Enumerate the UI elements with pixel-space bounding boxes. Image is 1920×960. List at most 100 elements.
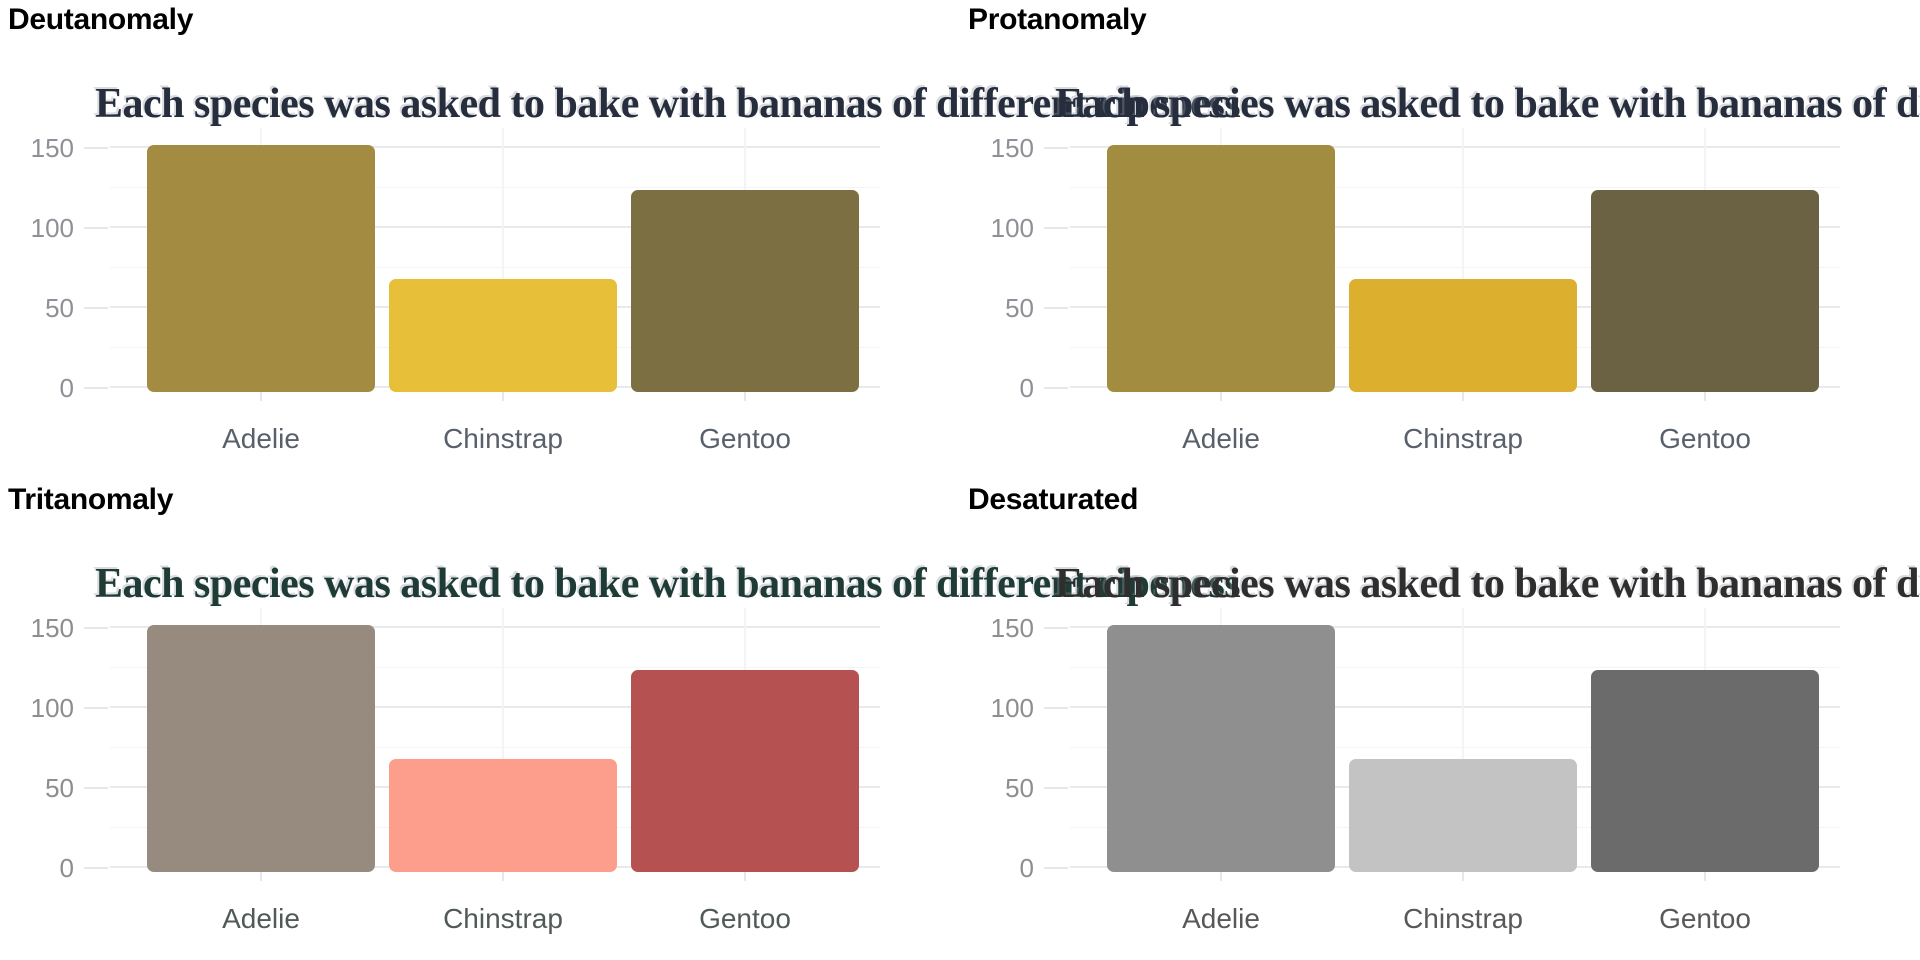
bar-chinstrap [389,279,617,392]
y-gridline-major [1070,626,1840,628]
y-gridline-major [1070,706,1840,708]
bar-gentoo [631,189,859,392]
panel-title: Deutanomaly [8,3,194,36]
cvd-panel-deutanomaly: Deutanomaly Each species was asked to ba… [0,0,1241,480]
y-gridline-major [110,626,880,628]
y-gridline-minor [1070,186,1840,188]
x-axis-category-label: Adelie [222,903,300,934]
bar-adelie [1107,624,1335,872]
bar-gentoo [1591,669,1819,872]
y-gridline-minor [1070,266,1840,268]
panel-title: Tritanomaly [8,483,174,516]
chart-title: Each species was asked to bake with bana… [95,81,1241,127]
x-axis-tick-mark [744,392,746,401]
panel-title: Desaturated [968,483,1139,516]
x-gridline-major [502,128,504,392]
x-axis-category-label: Gentoo [1659,423,1751,454]
chart-title: Each species was asked to bake with bana… [95,561,1241,607]
x-axis-tick-mark [1220,392,1222,401]
x-axis-category-label: Chinstrap [443,903,563,934]
x-gridline-major [1462,608,1464,872]
y-axis-tick-mark [84,307,108,309]
y-axis-tick-mark [84,787,108,789]
y-axis-tick-label: 0 [59,373,74,403]
bar-adelie [1107,144,1335,392]
y-axis-tick-label: 0 [59,853,74,883]
x-axis-category-label: Chinstrap [1403,903,1523,934]
x-axis-category-label: Gentoo [699,423,791,454]
plot-area [1070,608,1840,872]
x-axis-tick-mark [1462,392,1464,401]
x-axis-tick-mark [502,392,504,401]
y-axis-tick-mark [1044,627,1068,629]
chart-title: Each species was asked to bake with bana… [1055,81,1920,127]
y-gridline-major [110,226,880,228]
y-gridline-major [110,146,880,148]
x-axis-category-label: Adelie [1182,423,1260,454]
chart-title: Each species was asked to bake with bana… [1055,561,1920,607]
y-gridline-major [110,706,880,708]
cvd-panel-protanomaly: Protanomaly Each species was asked to ba… [960,0,1920,480]
x-axis-category-label: Chinstrap [443,423,563,454]
x-axis-tick-mark [1704,872,1706,881]
x-axis-tick-mark [1704,392,1706,401]
bar-chinstrap [1349,279,1577,392]
y-gridline-minor [110,266,880,268]
bar-chinstrap [389,759,617,872]
x-axis-tick-mark [1462,872,1464,881]
y-gridline-minor [110,666,880,668]
y-axis-tick-mark [1044,227,1068,229]
y-gridline-major [1070,226,1840,228]
y-axis-tick-mark [1044,147,1068,149]
y-axis-tick-mark [1044,867,1068,869]
y-axis-tick-mark [84,867,108,869]
y-axis-tick-label: 150 [30,133,74,163]
y-gridline-minor [1070,746,1840,748]
y-gridline-minor [110,186,880,188]
y-gridline-minor [1070,666,1840,668]
y-axis-tick-label: 100 [30,213,74,243]
plot-area [110,608,880,872]
y-axis-tick-mark [84,387,108,389]
y-axis-tick-label: 0 [1019,373,1034,403]
x-axis-tick-mark [502,872,504,881]
x-axis-tick-mark [260,392,262,401]
plot-area [1070,128,1840,392]
y-axis-tick-mark [1044,307,1068,309]
y-axis-tick-label: 50 [1005,773,1034,803]
y-axis-tick-label: 100 [30,693,74,723]
y-axis-tick-mark [1044,787,1068,789]
x-axis-tick-mark [1220,872,1222,881]
y-axis-tick-mark [84,227,108,229]
y-axis-tick-label: 50 [1005,293,1034,323]
cvd-panel-desaturated: Desaturated Each species was asked to ba… [960,480,1920,960]
x-axis-category-label: Adelie [222,423,300,454]
x-axis-category-label: Gentoo [1659,903,1751,934]
y-axis-tick-label: 100 [990,213,1034,243]
y-axis-tick-label: 100 [990,693,1034,723]
x-axis-category-label: Adelie [1182,903,1260,934]
bar-gentoo [631,669,859,872]
x-axis-tick-mark [744,872,746,881]
x-axis-tick-mark [260,872,262,881]
y-axis-tick-label: 0 [1019,853,1034,883]
x-gridline-major [502,608,504,872]
y-axis-tick-mark [84,627,108,629]
x-axis-category-label: Chinstrap [1403,423,1523,454]
y-axis-tick-label: 50 [45,293,74,323]
y-axis-tick-label: 50 [45,773,74,803]
bar-adelie [147,624,375,872]
y-axis-tick-mark [84,147,108,149]
bar-gentoo [1591,189,1819,392]
cvd-panel-tritanomaly: Tritanomaly Each species was asked to ba… [0,480,1241,960]
y-axis-tick-mark [84,707,108,709]
bar-chinstrap [1349,759,1577,872]
y-axis-tick-label: 150 [30,613,74,643]
plot-area [110,128,880,392]
y-axis-tick-mark [1044,707,1068,709]
x-axis-category-label: Gentoo [699,903,791,934]
x-gridline-major [1462,128,1464,392]
panel-title: Protanomaly [968,3,1147,36]
y-axis-tick-label: 150 [990,133,1034,163]
